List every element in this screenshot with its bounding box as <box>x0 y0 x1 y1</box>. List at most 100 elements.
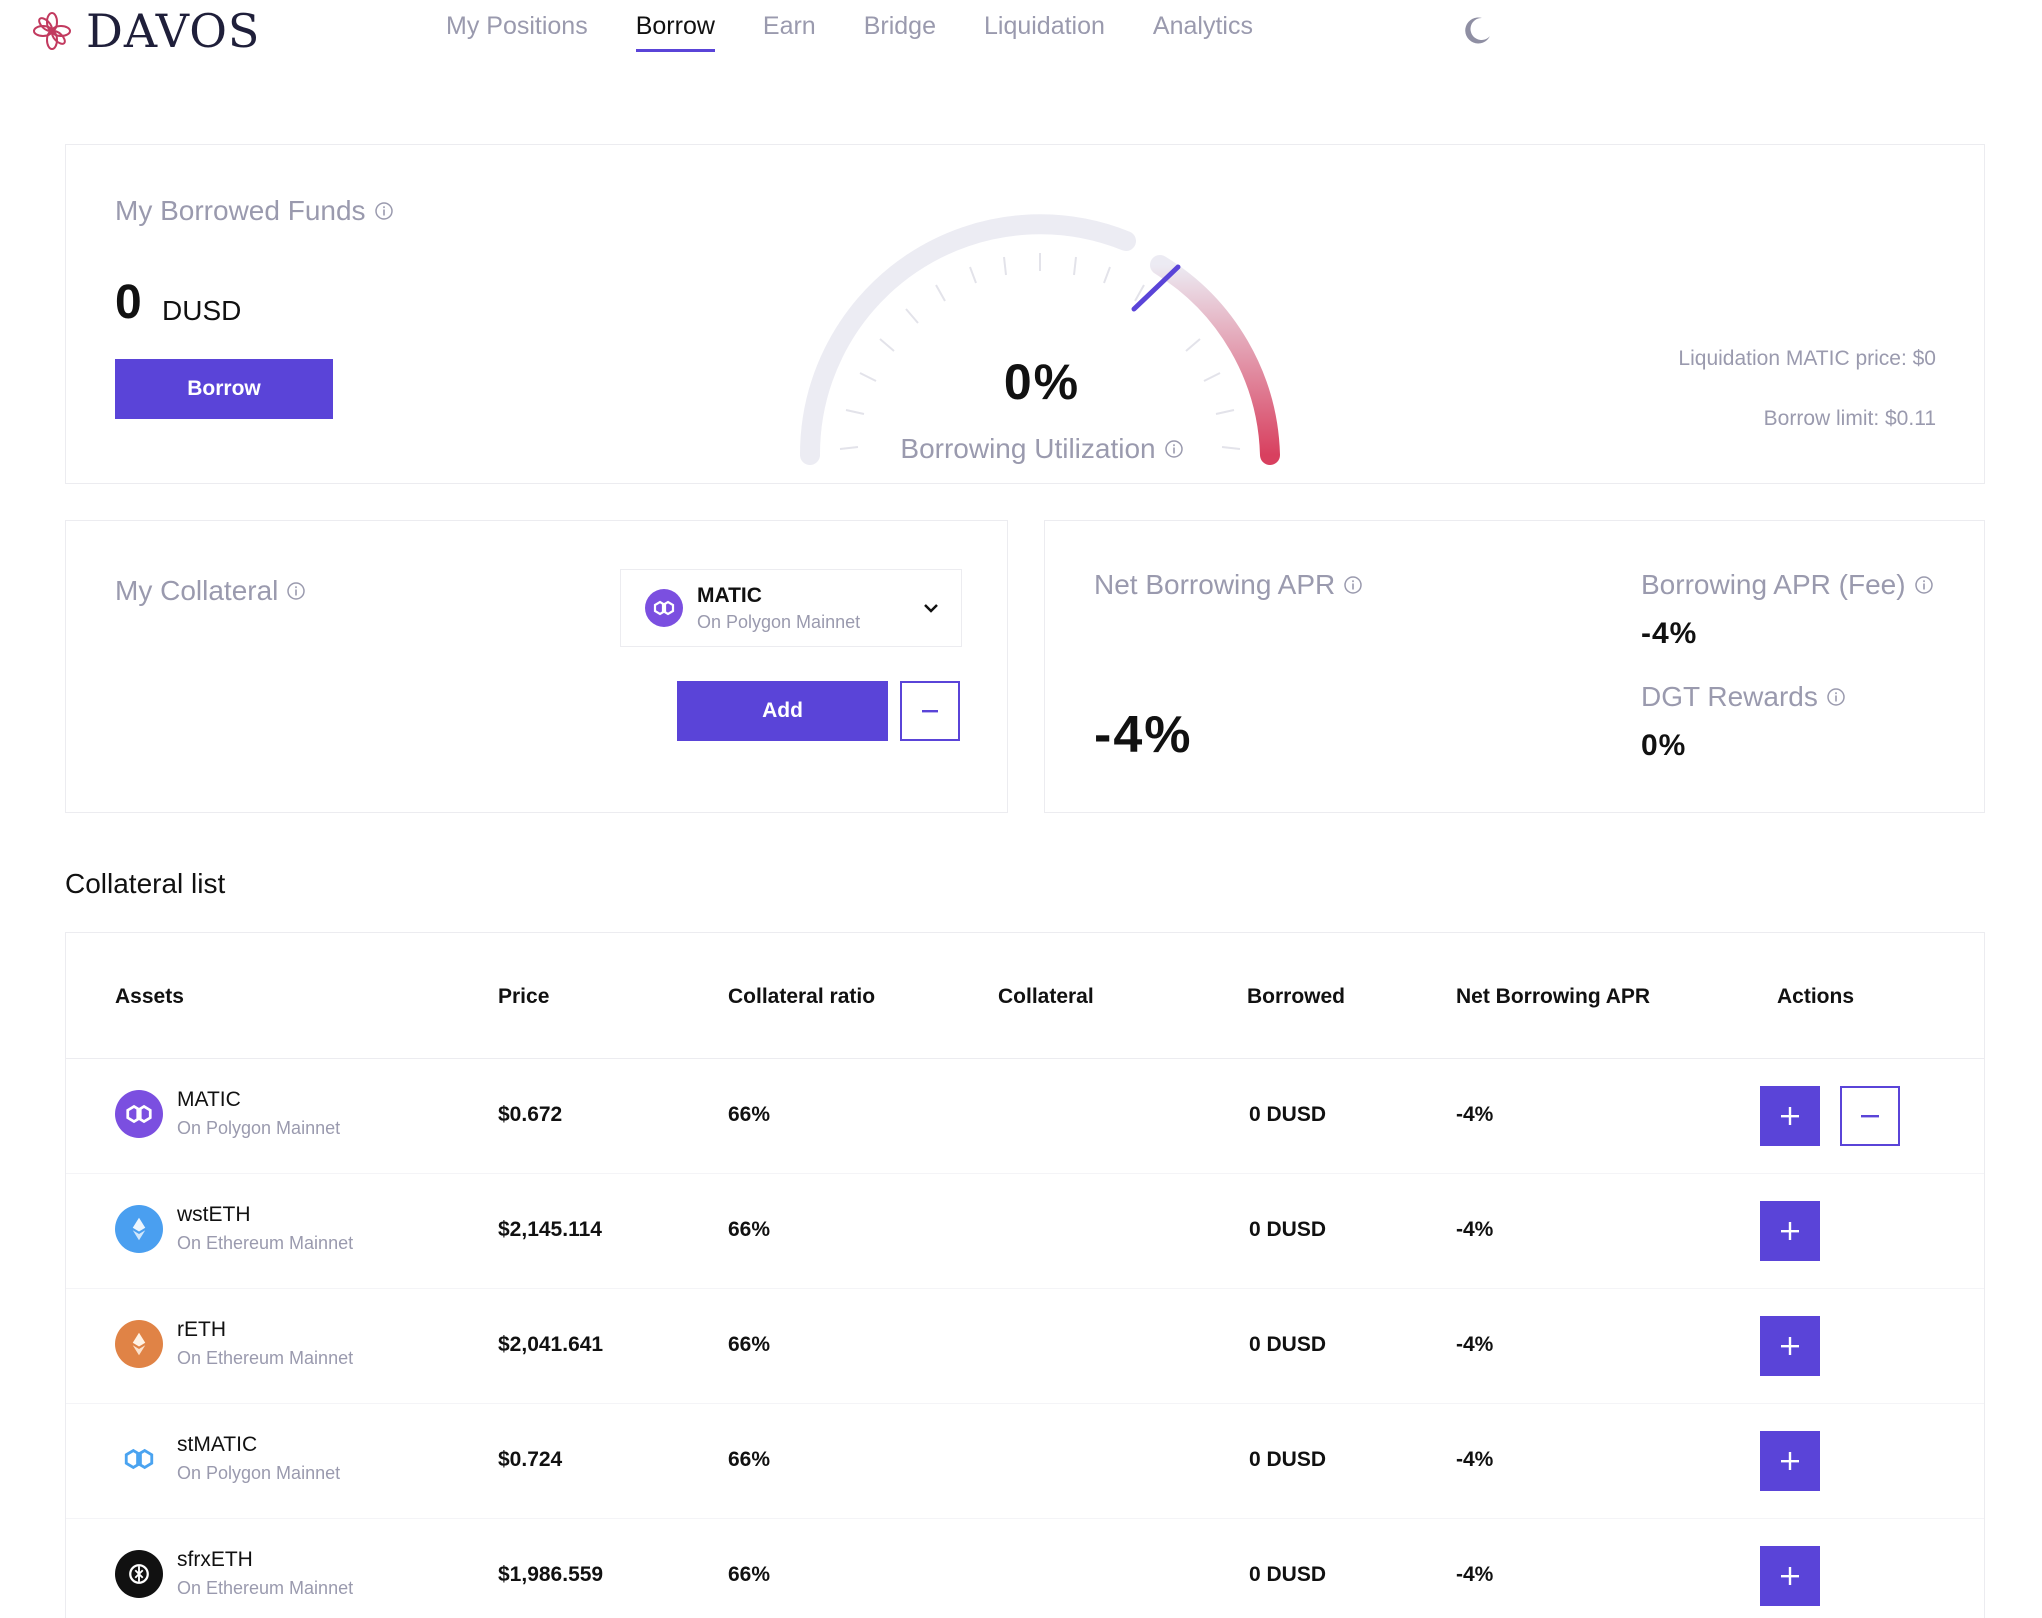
add-collateral-button[interactable]: Add <box>677 681 888 741</box>
reth-icon <box>115 1319 163 1368</box>
nav-liquidation[interactable]: Liquidation <box>983 12 1105 40</box>
dgt-rewards-block: DGT Rewards 0% <box>1641 681 1846 763</box>
utilization-label: Borrowing Utilization <box>832 433 1252 465</box>
asset-name: stMATIC <box>177 1433 258 1456</box>
asset-cell: rETH On Ethereum Mainnet <box>115 1318 353 1369</box>
apr-cell: -4% <box>1456 1563 1494 1586</box>
top-header: DAVOS My Positions Borrow Earn Bridge Li… <box>0 0 2042 70</box>
info-icon[interactable] <box>374 201 394 221</box>
add-button[interactable] <box>1760 1086 1820 1146</box>
plus-icon <box>1781 1107 1799 1125</box>
moon-icon[interactable] <box>1462 14 1494 46</box>
plus-icon <box>1781 1337 1799 1355</box>
plus-icon <box>1781 1452 1799 1470</box>
ratio-cell: 66% <box>728 1103 771 1126</box>
header-price: Price <box>498 985 550 1008</box>
dgt-rewards-value: 0% <box>1641 729 1687 762</box>
fee-apr-title-text: Borrowing APR (Fee) <box>1641 569 1906 600</box>
info-icon[interactable] <box>1914 575 1934 595</box>
price-cell: $1,986.559 <box>498 1563 604 1586</box>
withdraw-button[interactable] <box>1840 1086 1900 1146</box>
chevron-down-icon <box>924 604 938 613</box>
minus-icon <box>922 710 938 713</box>
borrowed-amount: 0 <box>115 276 142 329</box>
matic-icon <box>115 1089 163 1138</box>
asset-cell: MATIC On Polygon Mainnet <box>115 1088 340 1139</box>
my-collateral-card: My Collateral MATIC On Polygon Mainnet A… <box>65 520 1008 813</box>
add-button[interactable] <box>1760 1546 1820 1606</box>
asset-network: On Ethereum Mainnet <box>177 1578 354 1598</box>
net-apr-title-text: Net Borrowing APR <box>1094 569 1336 600</box>
add-button[interactable] <box>1760 1316 1820 1376</box>
asset-network: On Polygon Mainnet <box>177 1463 341 1483</box>
collateral-table: Assets Price Collateral ratio Collateral… <box>65 932 1985 1618</box>
borrowed-cell: 0 DUSD <box>1249 1103 1327 1126</box>
utilization-label-text: Borrowing Utilization <box>900 433 1156 464</box>
info-icon[interactable] <box>1826 687 1846 707</box>
table-row: rETH On Ethereum Mainnet $2,041.641 66% … <box>66 1289 1984 1404</box>
nav-my-positions[interactable]: My Positions <box>446 12 588 40</box>
matic-icon <box>645 589 683 627</box>
header-assets: Assets <box>115 985 184 1008</box>
collateral-asset-select[interactable]: MATIC On Polygon Mainnet <box>620 569 962 647</box>
price-cell: $0.724 <box>498 1448 563 1471</box>
ratio-cell: 66% <box>728 1218 771 1241</box>
add-button[interactable] <box>1760 1201 1820 1261</box>
info-icon[interactable] <box>286 581 306 601</box>
asset-name: wstETH <box>177 1203 251 1226</box>
liquidation-price: Liquidation MATIC price: $0 <box>1678 347 1936 370</box>
asset-network: On Ethereum Mainnet <box>177 1348 354 1368</box>
apr-cell: -4% <box>1456 1103 1494 1126</box>
flower-logo-icon <box>33 12 71 50</box>
asset-cell: wstETH On Ethereum Mainnet <box>115 1203 353 1254</box>
nav-borrow[interactable]: Borrow <box>635 12 715 52</box>
stmatic-icon <box>115 1434 163 1483</box>
dgt-rewards-title: DGT Rewards <box>1641 681 1846 713</box>
ratio-cell: 66% <box>728 1563 771 1586</box>
borrowed-cell: 0 DUSD <box>1249 1448 1327 1471</box>
header-collateral: Collateral <box>998 985 1094 1008</box>
asset-name: rETH <box>177 1318 226 1341</box>
asset-cell: stMATIC On Polygon Mainnet <box>115 1433 340 1484</box>
apr-cell: -4% <box>1456 1333 1494 1356</box>
asset-name: sfrxETH <box>177 1548 253 1571</box>
borrow-button[interactable]: Borrow <box>115 359 333 419</box>
borrowed-funds-title-text: My Borrowed Funds <box>115 195 366 226</box>
borrowed-funds-title: My Borrowed Funds <box>115 195 394 227</box>
header-actions: Actions <box>1777 985 1855 1008</box>
davos-logo[interactable]: DAVOS <box>32 4 260 58</box>
ratio-cell: 66% <box>728 1448 771 1471</box>
nav-analytics[interactable]: Analytics <box>1152 12 1253 40</box>
minus-icon <box>1861 1115 1879 1118</box>
info-icon[interactable] <box>1343 575 1363 595</box>
my-collateral-title: My Collateral <box>115 575 306 607</box>
borrowed-cell: 0 DUSD <box>1249 1333 1327 1356</box>
wsteth-icon <box>115 1204 163 1253</box>
borrow-limit: Borrow limit: $0.11 <box>1763 407 1936 430</box>
table-row: wstETH On Ethereum Mainnet $2,145.114 66… <box>66 1174 1984 1289</box>
table-header: Assets Price Collateral ratio Collateral… <box>66 933 1984 1059</box>
selected-asset-network: On Polygon Mainnet <box>697 611 861 632</box>
info-icon[interactable] <box>1164 439 1184 459</box>
apr-cell: -4% <box>1456 1218 1494 1241</box>
price-cell: $0.672 <box>498 1103 563 1126</box>
withdraw-collateral-button[interactable] <box>900 681 960 741</box>
asset-network: On Ethereum Mainnet <box>177 1233 354 1253</box>
plus-icon <box>1781 1222 1799 1240</box>
apr-cell: -4% <box>1456 1448 1494 1471</box>
header-borrowed: Borrowed <box>1247 985 1346 1008</box>
table-row: MATIC On Polygon Mainnet $0.672 66% 0 DU… <box>66 1059 1984 1174</box>
fee-apr-title: Borrowing APR (Fee) <box>1641 569 1934 601</box>
add-button[interactable] <box>1760 1431 1820 1491</box>
price-cell: $2,145.114 <box>498 1218 602 1241</box>
nav-bridge[interactable]: Bridge <box>863 12 936 40</box>
ratio-cell: 66% <box>728 1333 771 1356</box>
price-cell: $2,041.641 <box>498 1333 604 1356</box>
asset-network: On Polygon Mainnet <box>177 1118 341 1138</box>
my-collateral-title-text: My Collateral <box>115 575 279 606</box>
net-apr-value: -4% <box>1094 706 1193 764</box>
asset-name: MATIC <box>177 1088 241 1111</box>
borrowed-cell: 0 DUSD <box>1249 1563 1327 1586</box>
nav-earn[interactable]: Earn <box>762 12 816 40</box>
borrowed-unit: DUSD <box>162 295 242 326</box>
